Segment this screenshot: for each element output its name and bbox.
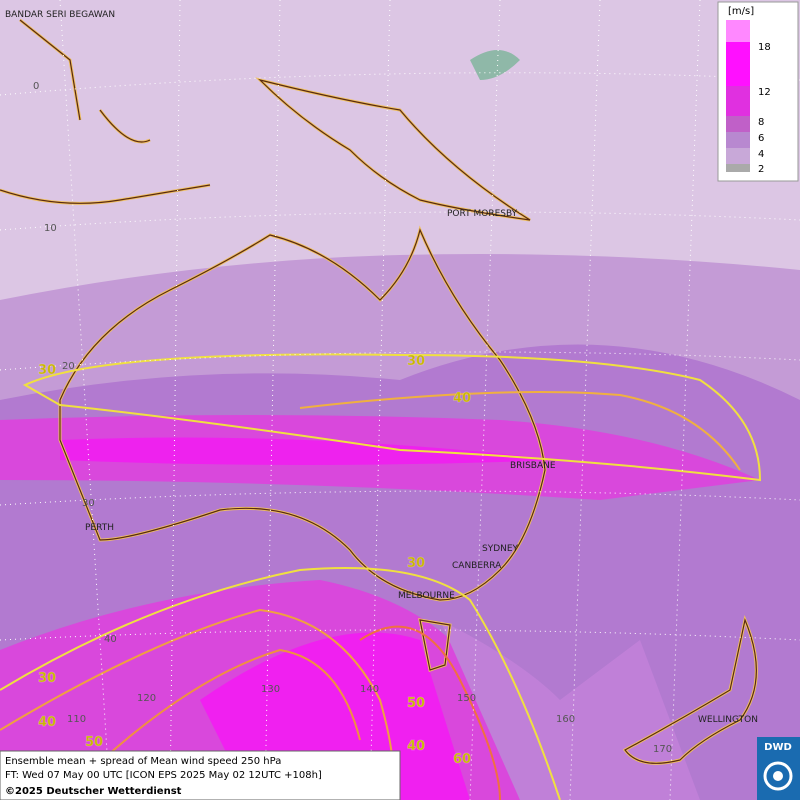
grid-label: 150 [457, 693, 476, 704]
contour-label: 50 [85, 735, 103, 750]
contour-label: 50 [407, 696, 425, 711]
contour-label: 30 [38, 363, 56, 378]
city-label: WELLINGTON [698, 715, 758, 725]
legend-swatch [726, 132, 750, 148]
grid-label: 0 [33, 81, 39, 92]
contour-label: 40 [38, 715, 56, 730]
band-jet1-core [60, 437, 560, 465]
grid-label: 10 [44, 223, 57, 234]
grid-label: 170 [653, 744, 672, 755]
footer-box [0, 750, 401, 801]
city-label: PERTH [85, 523, 114, 533]
logo-swirl [763, 761, 793, 791]
grid-label: 40 [104, 634, 117, 645]
grid-label: 30 [82, 498, 95, 509]
coastlines [0, 18, 758, 765]
contour-label: 60 [453, 752, 471, 767]
legend-swatch [726, 86, 750, 116]
legend-swatch [726, 148, 750, 164]
legend-tick: 8 [758, 117, 764, 128]
footer-text: FT: Wed 07 May 00 UTC [ICON EPS 2025 May… [5, 770, 322, 781]
legend-tick: 4 [758, 149, 764, 160]
contour-label: 40 [453, 391, 471, 406]
legend: [m/s] 18 12 8 6 4 2 [717, 1, 799, 182]
legend-tick: 2 [758, 164, 764, 175]
legend-swatch [726, 164, 750, 172]
legend-tick: 18 [758, 42, 771, 53]
footer-text: ©2025 Deutscher Wetterdienst [5, 786, 182, 797]
legend-tick: 6 [758, 133, 764, 144]
grid-label: 130 [261, 684, 280, 695]
contour-label: 30 [407, 354, 425, 369]
grid-label: 20 [62, 361, 75, 372]
legend-title: [m/s] [728, 6, 754, 17]
legend-tick: 12 [758, 87, 771, 98]
contour-label: 30 [38, 671, 56, 686]
grid-label: 110 [67, 714, 86, 725]
legend-swatch [726, 20, 750, 42]
city-label: BANDAR SERI BEGAWAN [5, 10, 115, 20]
grid-label: 140 [360, 684, 379, 695]
city-label: BRISBANE [510, 461, 556, 471]
contour-label: 40 [407, 739, 425, 754]
city-label: SYDNEY [482, 544, 519, 554]
contours [0, 353, 762, 801]
city-label: MELBOURNE [398, 591, 455, 601]
city-label: PORT MORESBY [447, 209, 518, 219]
footer-text: Ensemble mean + spread of Mean wind spee… [5, 756, 281, 767]
legend-swatch [726, 116, 750, 132]
logo-swirl [773, 771, 783, 781]
logo-text: DWD [764, 742, 792, 753]
grid-label: 160 [556, 714, 575, 725]
highland [470, 50, 520, 80]
grid-label: 120 [137, 693, 156, 704]
legend-swatch [726, 42, 750, 86]
contour-label: 30 [407, 556, 425, 571]
city-label: CANBERRA [452, 561, 502, 571]
